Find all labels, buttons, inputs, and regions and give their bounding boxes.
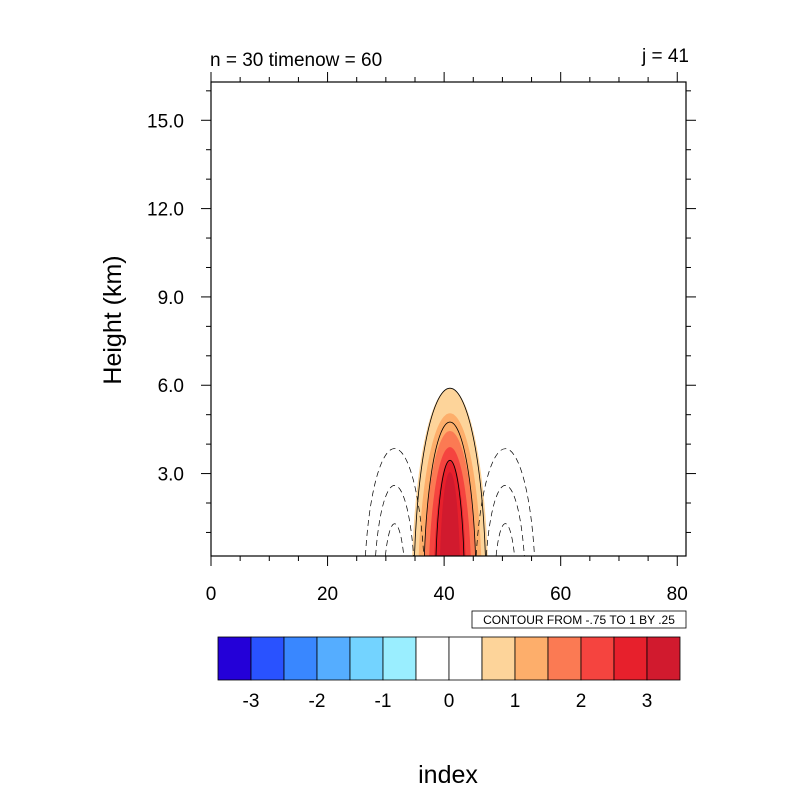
colorbar-box-13 xyxy=(646,636,681,681)
x-tick-label: 40 xyxy=(434,584,455,605)
solid-contour-1 xyxy=(424,421,476,556)
colorbar-box-1 xyxy=(250,636,285,681)
contour-info-text: CONTOUR FROM -.75 TO 1 BY .25 xyxy=(483,613,675,627)
title-left: n = 30 timenow = 60 xyxy=(210,50,382,71)
colorbar-box-0 xyxy=(217,636,252,681)
colorbar-box-5 xyxy=(382,636,417,681)
y-tick-label: 12.0 xyxy=(147,200,184,221)
colorbar-tick-label: -2 xyxy=(309,691,326,712)
y-tick-label: 6.0 xyxy=(158,376,184,397)
dashed-contour-2 xyxy=(385,523,405,556)
colorbar-tick-label: -1 xyxy=(375,691,392,712)
colorbar-box-3 xyxy=(316,636,351,681)
filled-contours xyxy=(412,389,488,556)
colorbar-box-9 xyxy=(514,636,549,681)
colorbar-tick-label: 1 xyxy=(510,691,521,712)
solid-contour-0 xyxy=(414,387,486,556)
axis-ticks xyxy=(201,72,696,566)
plot-frame xyxy=(210,81,687,557)
colorbar-tick-label: 3 xyxy=(642,691,653,712)
filled-level-5 xyxy=(440,472,460,556)
colorbar-box-2 xyxy=(283,636,318,681)
colorbar-box-12 xyxy=(613,636,648,681)
colorbar-box-10 xyxy=(547,636,582,681)
colorbar-box-6 xyxy=(415,636,450,681)
contour-info-box: CONTOUR FROM -.75 TO 1 BY .25 xyxy=(471,610,687,629)
y-tick-label: 9.0 xyxy=(158,288,184,309)
colorbar-box-8 xyxy=(481,636,516,681)
colorbar-labels: -3 -2 -1 0 1 2 3 xyxy=(243,691,653,712)
y-tick-label: 15.0 xyxy=(147,111,184,132)
x-tick-label: 60 xyxy=(550,584,571,605)
dashed-contour-0 xyxy=(365,448,425,556)
colorbar-tick-label: 2 xyxy=(576,691,587,712)
axis-tick-labels: 0 20 40 60 80 3.0 6.0 9.0 12.0 15.0 xyxy=(147,111,688,605)
colorbar-tick-label: -3 xyxy=(243,691,260,712)
colorbar-box-7 xyxy=(448,636,483,681)
x-tick-label: 80 xyxy=(667,584,688,605)
y-tick-label: 3.0 xyxy=(158,465,184,486)
x-axis-label: index xyxy=(418,761,478,789)
y-axis-label: Height (km) xyxy=(99,255,127,384)
x-tick-label: 0 xyxy=(206,584,217,605)
dashed-contour-1 xyxy=(375,484,414,556)
colorbar-box-4 xyxy=(349,636,384,681)
dashed-contour-4 xyxy=(485,484,525,556)
colorbar-tick-label: 0 xyxy=(444,691,455,712)
colorbar-box-11 xyxy=(580,636,615,681)
title-right: j = 41 xyxy=(641,46,689,67)
x-tick-label: 20 xyxy=(317,584,338,605)
colorbar xyxy=(217,636,681,681)
